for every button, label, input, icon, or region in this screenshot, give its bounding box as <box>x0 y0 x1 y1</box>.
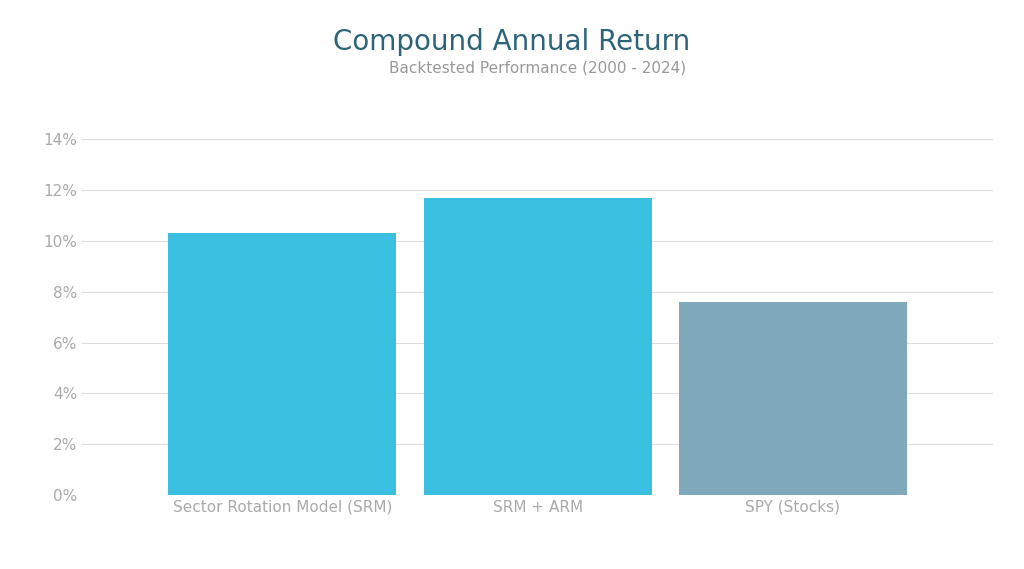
Bar <box>169 233 396 495</box>
Title: Backtested Performance (2000 - 2024): Backtested Performance (2000 - 2024) <box>389 60 686 75</box>
Bar <box>679 302 906 495</box>
Text: Compound Annual Return: Compound Annual Return <box>334 28 690 56</box>
Bar <box>424 197 651 495</box>
